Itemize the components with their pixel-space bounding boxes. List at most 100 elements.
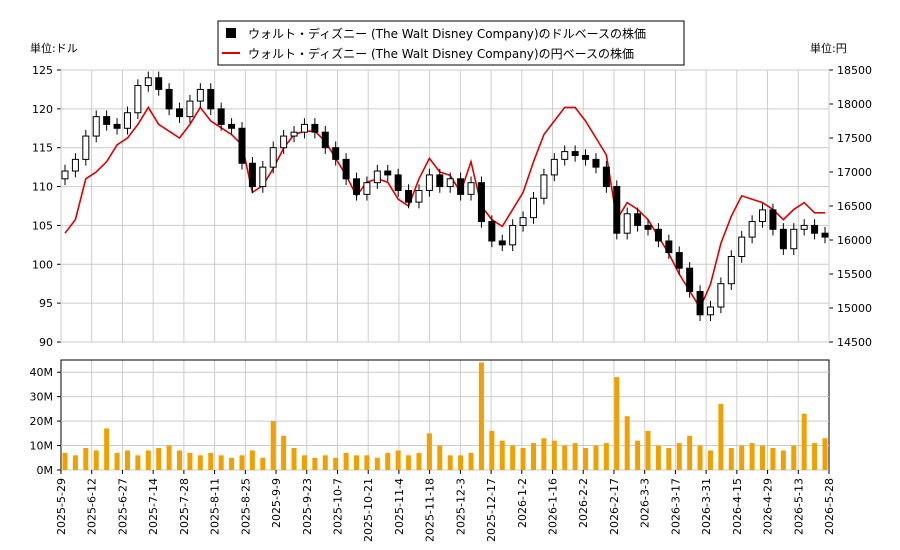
candle-body	[706, 306, 714, 316]
candlestick	[498, 234, 506, 252]
left-axis-unit: 単位:ドル	[30, 41, 78, 55]
volume-bar	[718, 404, 724, 470]
candle-body	[300, 123, 308, 133]
candle-body	[467, 182, 475, 195]
candlestick	[134, 79, 142, 119]
volume-tick-label: 20M	[30, 415, 54, 428]
candle-body	[748, 221, 756, 238]
x-tick-label: 2025-12-3	[454, 478, 467, 535]
legend-box	[217, 20, 685, 66]
candle-body	[436, 174, 444, 188]
x-tick-label: 2025-8-25	[239, 478, 252, 535]
volume-bar	[655, 445, 661, 470]
volume-bar	[93, 450, 99, 470]
right-tick-label: 16000	[837, 234, 872, 247]
volume-bar	[343, 452, 349, 470]
volume-bar	[281, 435, 287, 470]
volume-bar	[166, 445, 172, 470]
candlestick	[561, 145, 569, 166]
left-tick-label: 120	[32, 103, 53, 116]
candle-body	[769, 209, 777, 230]
volume-bar	[437, 445, 443, 470]
volume-bar	[468, 452, 474, 470]
volume-bar	[697, 445, 703, 470]
candlestick	[446, 172, 454, 193]
volume-bar	[676, 443, 682, 470]
volume-bar	[551, 440, 557, 470]
volume-plot-area	[60, 359, 830, 471]
candle-body	[446, 178, 454, 188]
candlestick	[727, 250, 735, 290]
candlestick	[384, 164, 392, 182]
candlestick	[696, 285, 704, 322]
x-tick-label: 2025-6-27	[116, 478, 129, 535]
candle-body	[321, 131, 329, 149]
volume-bar	[156, 448, 162, 470]
candlestick	[425, 168, 433, 197]
candlestick	[675, 246, 683, 275]
candle-body	[457, 178, 465, 195]
candle-body	[144, 77, 152, 87]
legend-jpy-label: ウォルト・ディズニー (The Walt Disney Company)の円ベー…	[248, 46, 634, 61]
candlestick	[123, 106, 131, 135]
volume-bar	[666, 448, 672, 470]
left-tick-label: 115	[32, 142, 53, 155]
volume-bar	[124, 450, 130, 470]
volume-bar	[145, 450, 151, 470]
candle-body	[259, 166, 267, 188]
candle-body	[561, 151, 569, 160]
candlestick	[165, 83, 173, 116]
candlestick	[300, 118, 308, 139]
candle-body	[540, 174, 548, 199]
candlestick	[457, 172, 465, 201]
x-tick-label: 2025-10-21	[362, 478, 375, 542]
candlestick	[228, 118, 236, 135]
volume-bar	[541, 438, 547, 470]
candlestick	[332, 141, 340, 166]
candle-body	[634, 213, 642, 226]
candlestick	[654, 223, 662, 248]
candle-body	[280, 135, 288, 149]
candlestick	[717, 277, 725, 314]
candle-body	[238, 127, 246, 164]
candle-body	[103, 116, 111, 125]
candle-body	[654, 228, 662, 242]
candlestick	[415, 184, 423, 209]
candlestick	[477, 176, 485, 228]
candle-body	[811, 224, 819, 234]
candlestick	[155, 71, 163, 96]
volume-bar	[489, 430, 495, 470]
candle-body	[675, 252, 683, 269]
candlestick	[550, 153, 558, 182]
candle-body	[207, 88, 215, 110]
volume-tick-label: 40M	[30, 366, 54, 379]
candlestick	[738, 230, 746, 263]
candlestick	[602, 160, 610, 193]
candlestick	[394, 168, 402, 197]
x-tick-label: 2025-9-23	[301, 478, 314, 535]
candle-body	[196, 88, 204, 102]
candle-body	[186, 100, 194, 118]
candle-body	[332, 147, 340, 160]
candlestick	[290, 125, 298, 143]
candle-body	[415, 189, 423, 203]
candle-body	[71, 158, 79, 172]
volume-bar	[385, 452, 391, 470]
candlestick	[769, 203, 777, 236]
x-tick-label: 2026-2-2	[577, 478, 590, 528]
x-tick-label: 2026-4-15	[731, 478, 744, 535]
candle-body	[176, 108, 184, 118]
volume-bar	[218, 455, 224, 470]
candlestick	[592, 153, 600, 174]
candlestick	[82, 129, 90, 166]
x-tick-label: 2025-11-4	[393, 478, 406, 535]
candle-body	[529, 197, 537, 219]
candle-body	[477, 182, 485, 223]
candle-body	[592, 158, 600, 168]
x-tick-label: 2026-5-28	[823, 478, 836, 535]
volume-tick-label: 30M	[30, 391, 54, 404]
x-tick-label: 2026-3-31	[700, 478, 713, 535]
candle-body	[498, 240, 506, 246]
left-tick-label: 95	[39, 297, 53, 310]
